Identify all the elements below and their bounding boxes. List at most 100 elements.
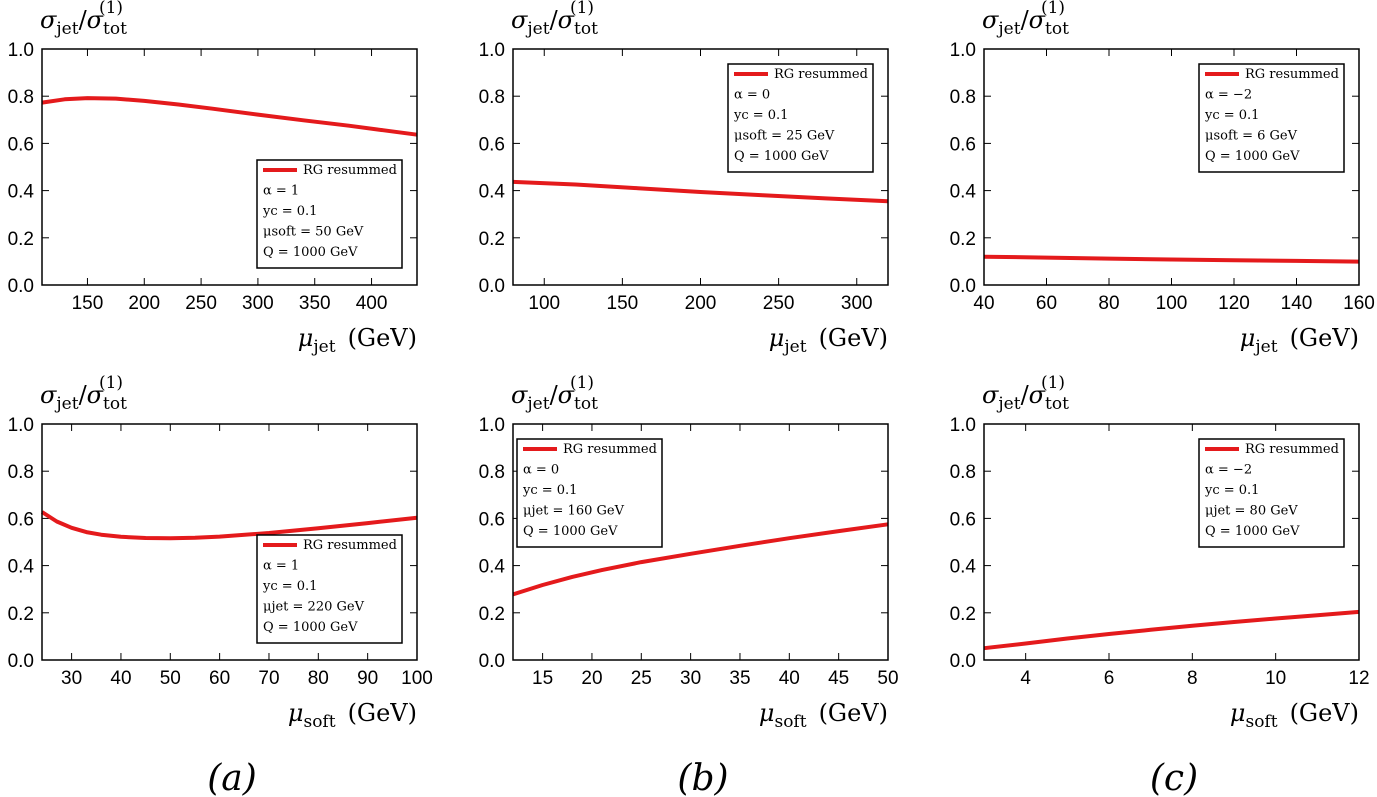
y-tick-label: 0.6 xyxy=(950,134,976,155)
legend-entry: RG resummed xyxy=(563,442,657,457)
legend-box xyxy=(256,534,403,644)
legend-entry: μjet = 80 GeV xyxy=(1205,504,1298,519)
y-tick-label: 0.6 xyxy=(950,509,976,530)
y-tick-label: 0.0 xyxy=(479,276,505,297)
y-axis-label: σjet/σtot(1) xyxy=(982,0,1069,39)
series-line-rg-resummed xyxy=(40,510,418,541)
y-tick-label: 1.0 xyxy=(950,415,976,436)
legend: RG resummed α = 1 yc = 0.1 μsoft = 50 GeV Q … xyxy=(256,159,403,269)
x-tick-label: 90 xyxy=(357,668,378,689)
y-tick-label: 0.6 xyxy=(479,134,505,155)
y-tick-label: 0.8 xyxy=(950,87,976,108)
series-line-rg-resummed xyxy=(983,609,1360,651)
plot-frame xyxy=(983,423,1360,661)
y-tick-label: 1.0 xyxy=(479,40,505,61)
x-tick-label: 400 xyxy=(356,293,388,314)
chart-panel-c-top: 0.0 0.2 0.4 0.6 0.8 1.0 40 60 80 100 120 140 160 σjet… xyxy=(950,0,1375,357)
legend-entry: Q = 1000 GeV xyxy=(1205,524,1300,539)
legend: RG resummed α = 1 yc = 0.1 μjet = 220 GeV Q … xyxy=(256,534,403,644)
plot-frame xyxy=(512,423,889,661)
x-tick-label: 350 xyxy=(299,293,331,314)
x-tick-label: 8 xyxy=(1187,668,1198,689)
y-tick-label: 0.0 xyxy=(479,651,505,672)
x-tick-label: 250 xyxy=(763,293,795,314)
y-axis-label: σjet/σtot(1) xyxy=(982,373,1069,414)
x-tick-label: 50 xyxy=(160,668,181,689)
y-tick-label: 0.4 xyxy=(950,557,977,578)
chart-panel-c-bottom: 0.0 0.2 0.4 0.6 0.8 1.0 4 6 8 10 12 σjet/σtot(1) μso… xyxy=(950,373,1370,732)
y-tick-label: 0.0 xyxy=(950,651,976,672)
y-tick-label: 0.8 xyxy=(8,87,34,108)
chart-panel-b-bottom: 0.0 0.2 0.4 0.6 0.8 1.0 15 20 25 30 35 40 45 50 σjet/σ… xyxy=(479,373,899,732)
chart-panel-a-bottom: 0.0 0.2 0.4 0.6 0.8 1.0 30 40 50 60 70 80 90 100 σjet/… xyxy=(8,373,433,732)
plot-frame xyxy=(41,48,418,286)
y-tick-label: 0.2 xyxy=(950,229,976,250)
plot-frame xyxy=(512,48,889,286)
y-axis-label: σjet/σtot(1) xyxy=(40,0,127,39)
x-tick-label: 60 xyxy=(209,668,230,689)
legend-entry: μjet = 220 GeV xyxy=(263,600,365,615)
legend-box xyxy=(727,63,874,173)
legend-entry: α = −2 xyxy=(1205,463,1252,478)
x-axis-label: μsoft (GeV) xyxy=(759,699,888,732)
legend-entry: α = −2 xyxy=(1205,88,1252,103)
legend-entry: μsoft = 25 GeV xyxy=(734,129,835,144)
legend-entry: yc = 0.1 xyxy=(522,483,577,498)
x-tick-label: 60 xyxy=(1036,293,1057,314)
legend-entry: RG resummed xyxy=(1245,67,1339,82)
legend-entry: μsoft = 6 GeV xyxy=(1205,129,1298,144)
x-tick-label: 160 xyxy=(1343,293,1375,314)
x-tick-label: 30 xyxy=(680,668,701,689)
y-tick-label: 0.0 xyxy=(8,276,34,297)
y-tick-label: 0.8 xyxy=(479,87,505,108)
plot-frame xyxy=(41,423,418,661)
x-tick-label: 200 xyxy=(128,293,160,314)
y-tick-label: 0.4 xyxy=(8,182,35,203)
series-line-rg-resummed xyxy=(512,179,889,204)
y-tick-label: 1.0 xyxy=(950,40,976,61)
x-tick-label: 45 xyxy=(828,668,849,689)
x-tick-label: 100 xyxy=(1156,293,1188,314)
y-tick-label: 0.6 xyxy=(8,509,34,530)
panel-label-c: (c) xyxy=(1150,758,1198,797)
x-tick-label: 10 xyxy=(1265,668,1286,689)
y-tick-label: 1.0 xyxy=(8,40,34,61)
x-tick-label: 35 xyxy=(729,668,750,689)
x-tick-label: 150 xyxy=(72,293,104,314)
legend-entry: yc = 0.1 xyxy=(733,108,788,123)
series-line-rg-resummed xyxy=(512,522,889,597)
legend-box xyxy=(516,438,663,548)
x-tick-label: 40 xyxy=(110,668,131,689)
x-tick-label: 4 xyxy=(1020,668,1031,689)
legend-entry: Q = 1000 GeV xyxy=(263,620,358,635)
legend-entry: yc = 0.1 xyxy=(1204,108,1259,123)
legend-entry: Q = 1000 GeV xyxy=(523,524,618,539)
legend-entry: α = 1 xyxy=(263,184,299,199)
x-tick-label: 15 xyxy=(532,668,553,689)
x-tick-label: 20 xyxy=(581,668,602,689)
x-axis-label: μjet (GeV) xyxy=(298,324,417,357)
x-tick-label: 300 xyxy=(841,293,873,314)
plot-frame xyxy=(983,48,1360,286)
legend: RG resummed α = 0 yc = 0.1 μsoft = 25 GeV Q … xyxy=(727,63,874,173)
legend-entry: Q = 1000 GeV xyxy=(734,149,829,164)
chart-panel-b-top: 0.0 0.2 0.4 0.6 0.8 1.0 100 150 200 250 300 σjet/σt… xyxy=(479,0,889,357)
x-tick-label: 40 xyxy=(779,668,800,689)
legend-entry: RG resummed xyxy=(303,163,397,178)
legend-entry: yc = 0.1 xyxy=(1204,483,1259,498)
y-tick-label: 0.4 xyxy=(8,557,35,578)
x-tick-label: 250 xyxy=(185,293,217,314)
x-axis-label: μsoft (GeV) xyxy=(288,699,417,732)
y-tick-label: 1.0 xyxy=(479,415,505,436)
y-tick-label: 0.2 xyxy=(8,229,34,250)
y-tick-label: 0.8 xyxy=(950,462,976,483)
legend-entry: RG resummed xyxy=(774,67,868,82)
legend-entry: α = 0 xyxy=(523,463,559,478)
y-axis-label: σjet/σtot(1) xyxy=(511,0,598,39)
x-axis-label: μjet (GeV) xyxy=(769,324,888,357)
chart-panel-a-top: 0.0 0.2 0.4 0.6 0.8 1.0 150 200 250 300 350 400 σjet… xyxy=(8,0,418,357)
y-tick-label: 0.2 xyxy=(479,229,505,250)
x-axis-label: μsoft (GeV) xyxy=(1230,699,1359,732)
y-axis-label: σjet/σtot(1) xyxy=(511,373,598,414)
legend-entry: μsoft = 50 GeV xyxy=(263,225,364,240)
